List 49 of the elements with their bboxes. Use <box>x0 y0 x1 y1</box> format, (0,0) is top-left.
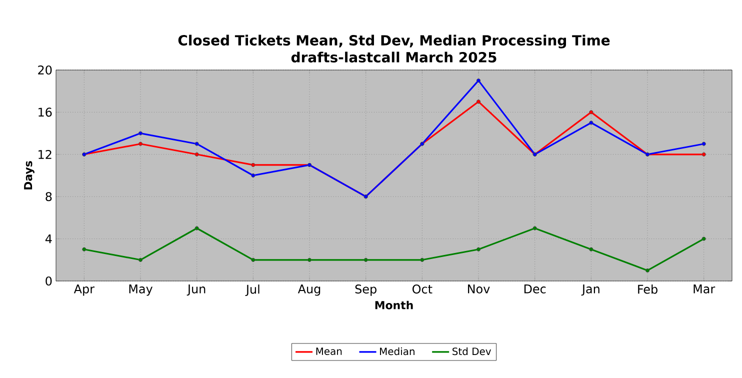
x-tick-label: Oct <box>412 284 432 294</box>
x-tick-label: Jul <box>245 284 260 296</box>
point <box>589 110 594 114</box>
x-axis-title: Month <box>375 300 413 310</box>
point <box>476 78 481 83</box>
y-tick-label: 0 <box>46 276 52 286</box>
point <box>702 236 706 241</box>
point <box>82 247 86 252</box>
point <box>476 100 481 104</box>
legend-label: Std Dev <box>452 347 492 356</box>
x-tick-label: Sep <box>355 284 376 296</box>
x-tick-label: Feb <box>638 284 658 294</box>
point <box>307 258 312 262</box>
point <box>702 142 706 146</box>
y-axis-title: Days <box>24 161 34 190</box>
x-tick-label: Mar <box>694 284 716 294</box>
y-tick-label: 20 <box>38 65 52 75</box>
x-tick-label: Jun <box>186 284 206 296</box>
legend-label: Mean <box>316 348 342 355</box>
y-tick-label: 16 <box>38 108 52 117</box>
point <box>194 226 199 230</box>
point <box>645 268 650 272</box>
y-tick-label: 12 <box>38 150 52 159</box>
point <box>251 258 256 262</box>
point <box>420 258 424 262</box>
point <box>138 258 143 262</box>
point <box>589 247 594 252</box>
y-tick-label: 8 <box>46 192 52 202</box>
y-tick-label: 4 <box>45 234 52 244</box>
point <box>138 131 143 136</box>
point <box>702 152 706 156</box>
x-tick-label: Nov <box>468 284 490 294</box>
point <box>532 226 537 230</box>
legend-label: Median <box>380 347 414 356</box>
chart-title: Closed Tickets Mean, Std Dev, Median Processing Time <box>178 34 610 48</box>
x-tick-label: Jan <box>581 284 600 296</box>
chart-subtitle: drafts-lastcall March 2025 <box>291 52 496 63</box>
x-tick-label: Apr <box>74 284 95 296</box>
x-tick-label: May <box>129 284 153 296</box>
point <box>194 152 199 156</box>
x-tick-label: Dec <box>524 284 546 294</box>
point <box>194 142 199 146</box>
point <box>251 173 256 178</box>
x-tick-label: Aug <box>298 284 320 296</box>
point <box>364 258 368 262</box>
point <box>138 142 143 146</box>
point <box>589 120 594 125</box>
point <box>476 247 481 252</box>
point <box>251 162 256 167</box>
